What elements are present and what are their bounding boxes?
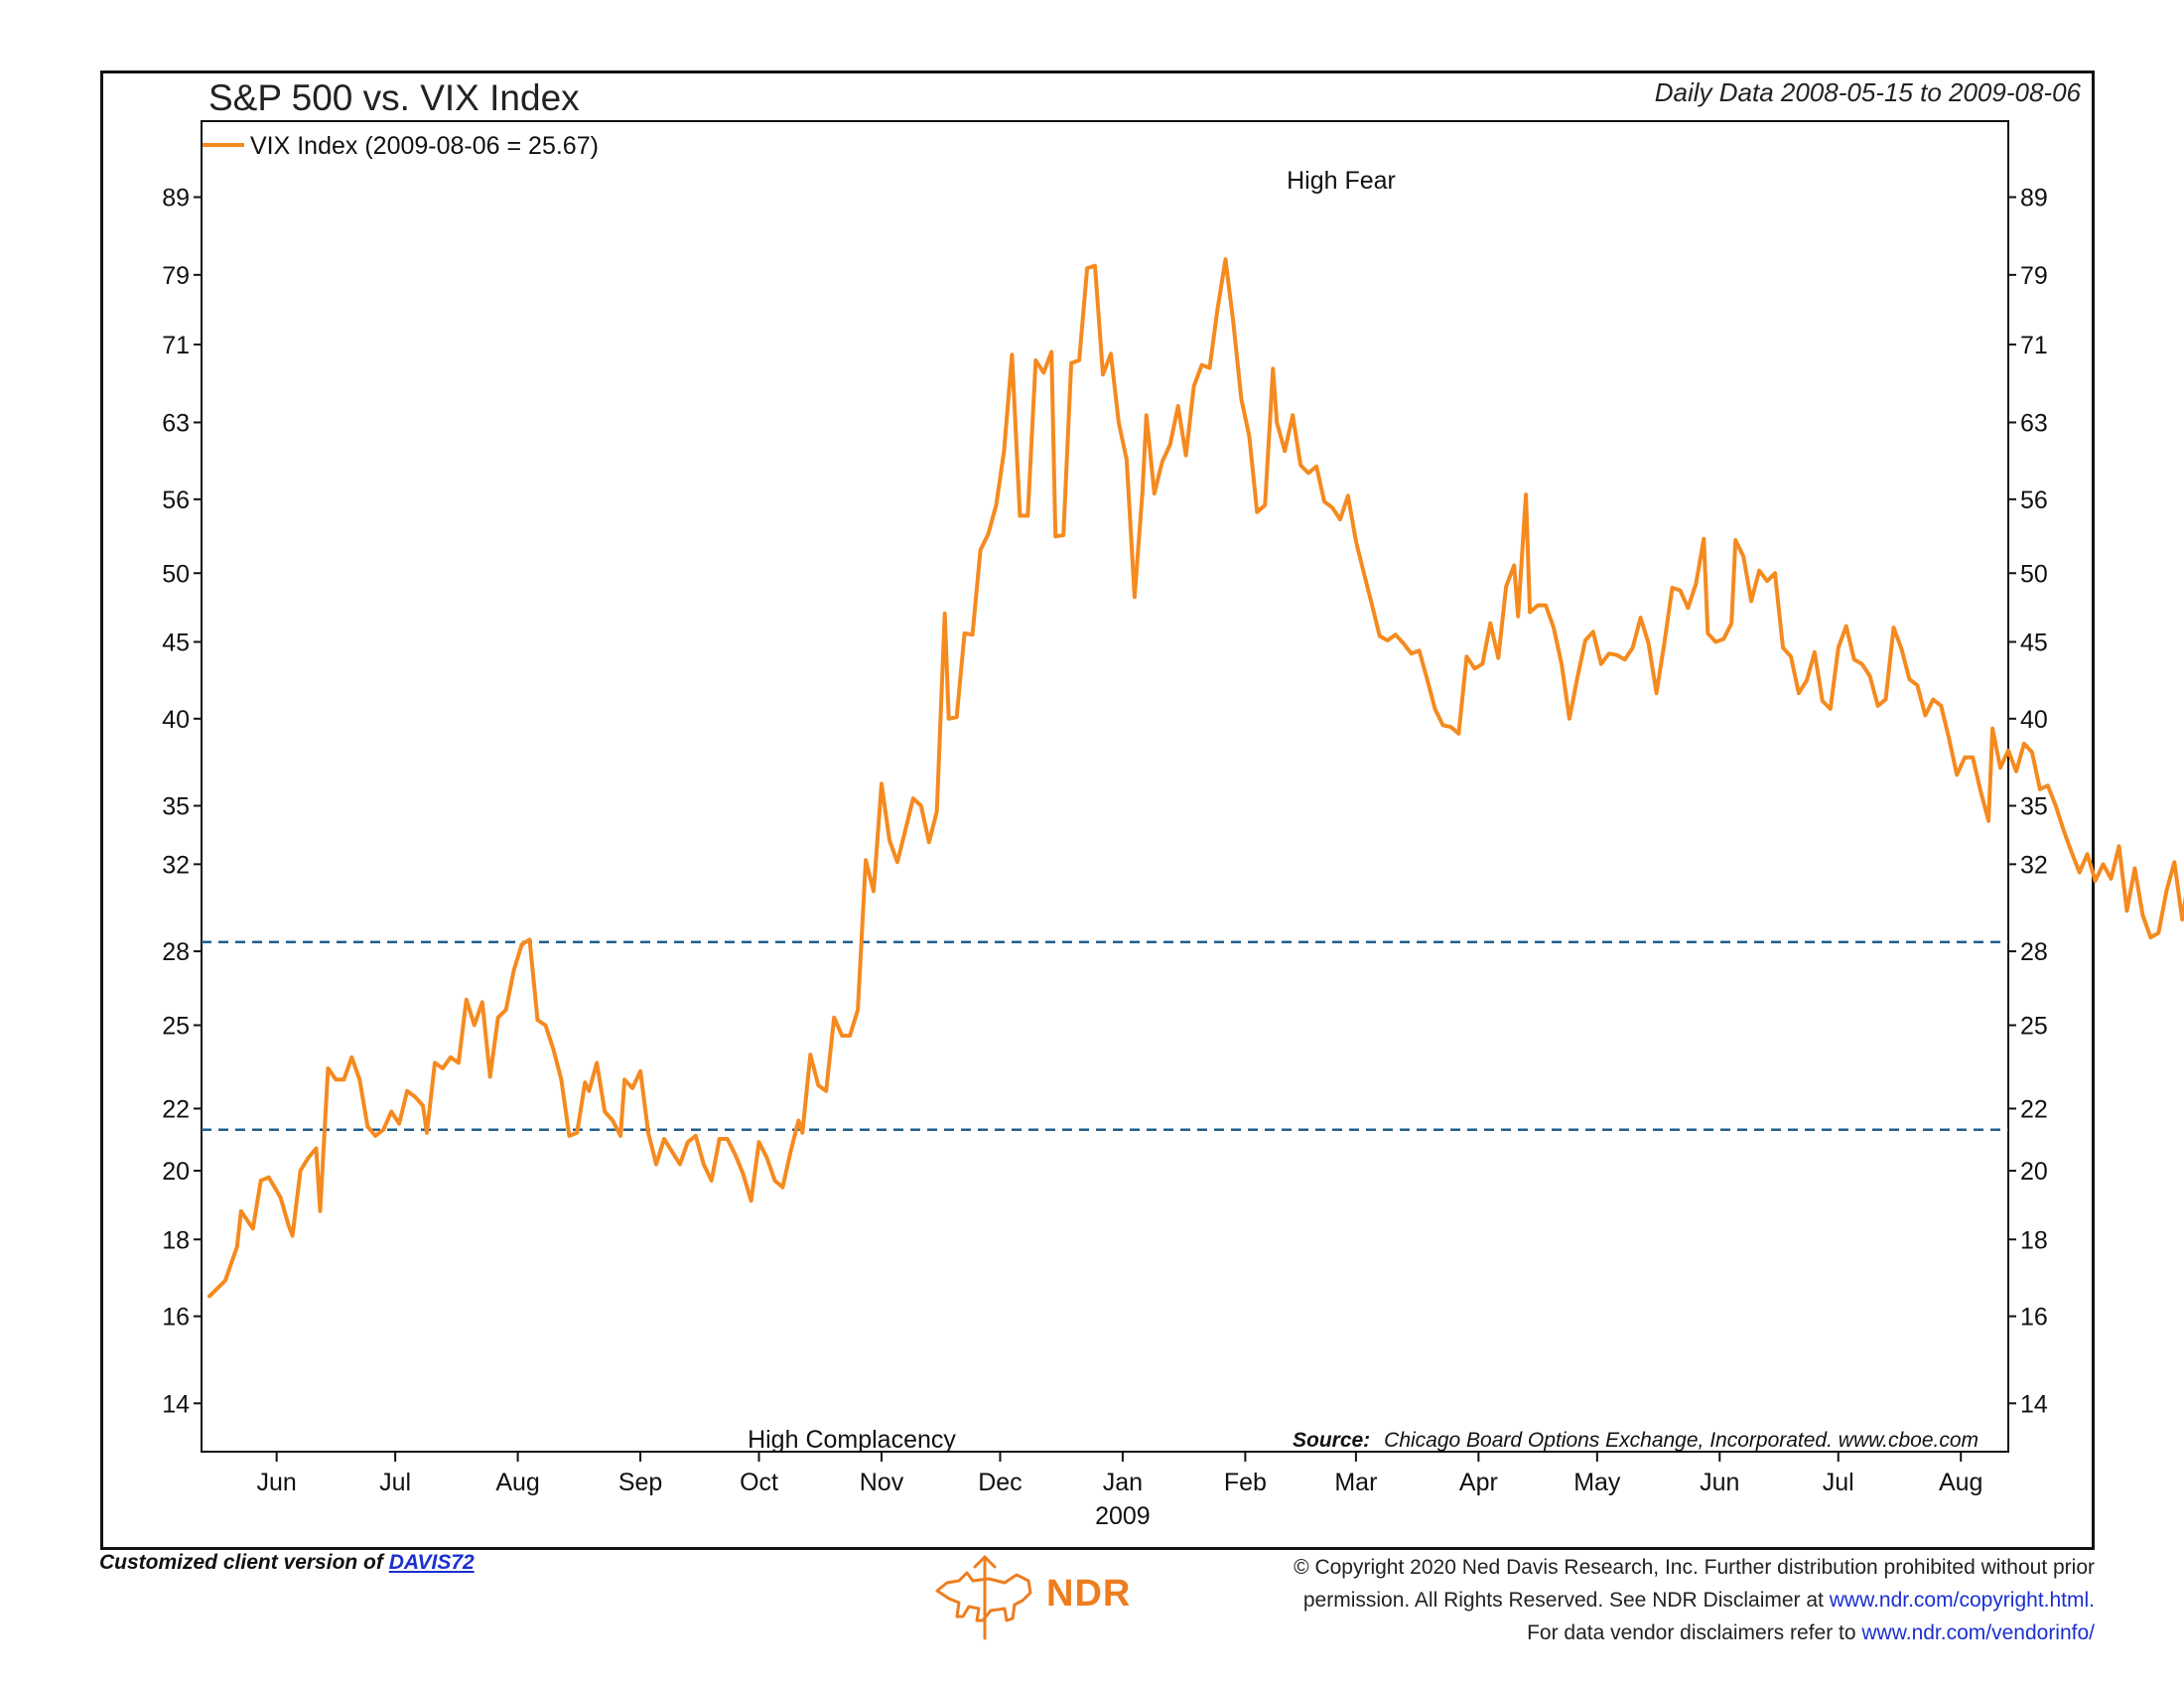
ndr-bull-logo xyxy=(935,1555,1032,1640)
x-tick-label: Nov xyxy=(860,1469,904,1496)
y-tick-label-right: 28 xyxy=(2020,938,2048,966)
y-tick-label-left: 16 xyxy=(162,1304,190,1332)
vix-series-line xyxy=(207,257,2184,1299)
y-tick-label-left: 18 xyxy=(162,1226,190,1254)
x-tick-label: Jun xyxy=(257,1469,297,1496)
davis72-link[interactable]: DAVIS72 xyxy=(388,1551,475,1574)
y-tick-label-left: 79 xyxy=(162,262,190,290)
copyright-block: © Copyright 2020 Ned Davis Research, Inc… xyxy=(1142,1551,2095,1649)
source-annotation: Source: Chicago Board Options Exchange, I… xyxy=(1293,1429,1979,1452)
copyright-line-2: permission. All Rights Reserved. See NDR… xyxy=(1142,1584,2095,1617)
y-tick-label-left: 56 xyxy=(162,487,190,514)
y-tick-label-left: 63 xyxy=(162,409,190,437)
y-tick-label-right: 56 xyxy=(2020,487,2048,514)
chart-frame xyxy=(100,70,2095,1550)
y-tick-label-right: 14 xyxy=(2020,1390,2048,1418)
y-tick-label-right: 22 xyxy=(2020,1095,2048,1123)
x-tick-label: Aug xyxy=(1939,1469,1982,1496)
y-tick-label-right: 50 xyxy=(2020,560,2048,588)
x-tick-label: Apr xyxy=(1459,1469,1498,1496)
y-tick-label-left: 25 xyxy=(162,1013,190,1041)
x-tick-label: Dec xyxy=(978,1469,1022,1496)
y-tick-label-left: 45 xyxy=(162,629,190,656)
chart-title: S&P 500 vs. VIX Index xyxy=(208,77,580,118)
y-tick-label-right: 25 xyxy=(2020,1013,2048,1041)
y-tick-label-right: 20 xyxy=(2020,1158,2048,1186)
series-layer xyxy=(207,257,2184,1299)
x-tick-label: Jun xyxy=(1700,1469,1739,1496)
y-tick-label-left: 20 xyxy=(162,1158,190,1186)
y-tick-label-right: 32 xyxy=(2020,851,2048,879)
copyright-link[interactable]: www.ndr.com/copyright.html. xyxy=(1829,1589,2095,1612)
legend-label: VIX Index (2009-08-06 = 25.67) xyxy=(250,132,599,160)
annotation-high-fear: High Fear xyxy=(1287,167,1396,195)
copyright-line-2-text: permission. All Rights Reserved. See NDR… xyxy=(1302,1589,1824,1612)
x-tick-label: Mar xyxy=(1334,1469,1377,1496)
plot-border xyxy=(201,120,2009,1453)
ndr-wordmark: NDR xyxy=(1046,1573,1132,1615)
source-text: Chicago Board Options Exchange, Incorpor… xyxy=(1384,1429,1979,1452)
x-tick-label: Jul xyxy=(379,1469,411,1496)
x-tick-label: Jan xyxy=(1103,1469,1143,1496)
y-tick-label-right: 16 xyxy=(2020,1304,2048,1332)
x-tick-label: May xyxy=(1573,1469,1621,1496)
y-tick-label-right: 35 xyxy=(2020,793,2048,821)
vendor-link[interactable]: www.ndr.com/vendorinfo/ xyxy=(1861,1621,2095,1644)
y-axis-left: 14 16 18 20 22 25 28 32 35 40 45 50 56 63 71 79 89 xyxy=(162,185,202,1418)
y-tick-label-right: 40 xyxy=(2020,706,2048,734)
x-year-label: 2009 xyxy=(1095,1502,1151,1530)
client-prefix: Customized client version of xyxy=(99,1551,383,1574)
x-axis: Jun Jul Aug Sep Oct Nov Dec Jan Feb Mar Apr May Jun J… xyxy=(257,1452,1982,1530)
plot-area xyxy=(201,120,2009,1453)
y-tick-label-left: 71 xyxy=(162,332,190,359)
x-tick-label: Feb xyxy=(1224,1469,1267,1496)
y-tick-label-right: 71 xyxy=(2020,332,2048,359)
y-tick-label-right: 63 xyxy=(2020,409,2048,437)
y-axis-right: 14 16 18 20 22 25 28 32 35 40 45 50 56 63 71 79 89 xyxy=(2008,185,2048,1418)
y-tick-label-right: 89 xyxy=(2020,185,2048,212)
bull-icon xyxy=(935,1555,1032,1640)
date-range: Daily Data 2008-05-15 to 2009-08-06 xyxy=(1654,77,2081,107)
x-tick-label: Jul xyxy=(1823,1469,1854,1496)
y-tick-label-left: 14 xyxy=(162,1390,190,1418)
x-tick-label: Sep xyxy=(618,1469,662,1496)
x-tick-label: Oct xyxy=(740,1469,778,1496)
y-tick-label-right: 79 xyxy=(2020,262,2048,290)
y-tick-label-left: 28 xyxy=(162,938,190,966)
vendor-line: For data vendor disclaimers refer to www… xyxy=(1142,1617,2095,1649)
y-tick-label-left: 89 xyxy=(162,185,190,212)
y-tick-label-left: 22 xyxy=(162,1095,190,1123)
y-tick-label-left: 50 xyxy=(162,560,190,588)
source-label: Source: xyxy=(1293,1429,1370,1452)
reference-lines xyxy=(202,940,2008,1131)
y-tick-label-left: 35 xyxy=(162,793,190,821)
y-tick-label-left: 32 xyxy=(162,851,190,879)
legend: VIX Index (2009-08-06 = 25.67) xyxy=(203,132,599,160)
annotation-high-complacency: High Complacency xyxy=(748,1426,956,1454)
y-tick-label-left: 40 xyxy=(162,706,190,734)
y-tick-label-right: 45 xyxy=(2020,629,2048,656)
x-tick-label: Aug xyxy=(495,1469,539,1496)
client-version-note: Customized client version of DAVIS72 xyxy=(99,1551,475,1575)
y-tick-label-right: 18 xyxy=(2020,1226,2048,1254)
copyright-line-1: © Copyright 2020 Ned Davis Research, Inc… xyxy=(1294,1556,2095,1579)
vendor-line-text: For data vendor disclaimers refer to xyxy=(1527,1621,1856,1644)
